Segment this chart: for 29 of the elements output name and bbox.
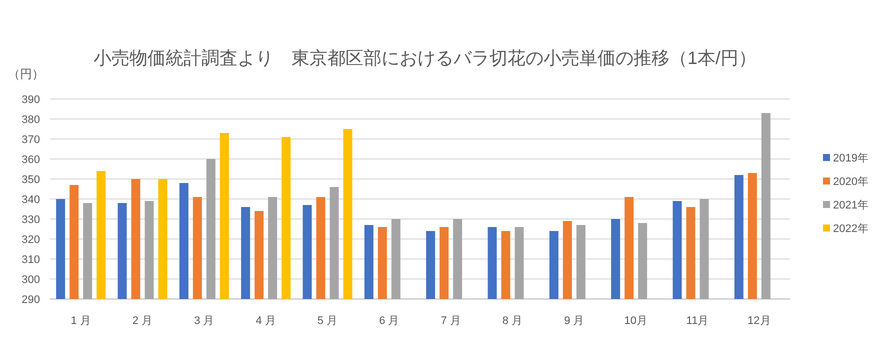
legend-label: 2021年 xyxy=(833,200,868,212)
y-tick-label: 390 xyxy=(22,94,40,106)
y-tick-label: 300 xyxy=(22,274,40,286)
x-tick-label: 3 月 xyxy=(194,315,214,327)
x-tick-label: 1 月 xyxy=(70,315,91,327)
legend-label: 2020年 xyxy=(833,176,868,188)
x-tick-label: 4 月 xyxy=(256,315,276,327)
y-tick-label: 370 xyxy=(22,134,40,146)
y-tick-label: 350 xyxy=(22,174,40,186)
x-tick-label: 12月 xyxy=(748,315,771,327)
x-tick-label: 6 月 xyxy=(379,315,400,327)
y-tick-label: 310 xyxy=(22,254,40,266)
x-tick-label: 7 月 xyxy=(440,315,461,327)
x-tick-label: 2 月 xyxy=(132,315,153,327)
y-tick-label: 360 xyxy=(22,154,40,166)
x-tick-label: 10月 xyxy=(624,315,648,327)
x-tick-label: 11月 xyxy=(686,315,709,327)
y-tick-label: 340 xyxy=(22,194,40,206)
y-tick-label: 330 xyxy=(22,214,40,226)
chart-title: 小売物価統計調査より 東京都区部におけるバラ切花の小売単価の推移（1本/円） xyxy=(93,48,757,68)
y-tick-label: 380 xyxy=(22,114,40,126)
legend-label: 2022年 xyxy=(833,223,868,235)
x-tick-label: 8 月 xyxy=(502,315,523,327)
x-tick-label: 5 月 xyxy=(317,315,338,327)
x-tick-label: 9 月 xyxy=(564,315,584,327)
y-axis-title: （円） xyxy=(8,67,44,81)
y-tick-label: 320 xyxy=(22,234,40,246)
legend-label: 2019年 xyxy=(833,152,868,164)
y-tick-label: 290 xyxy=(22,294,40,306)
